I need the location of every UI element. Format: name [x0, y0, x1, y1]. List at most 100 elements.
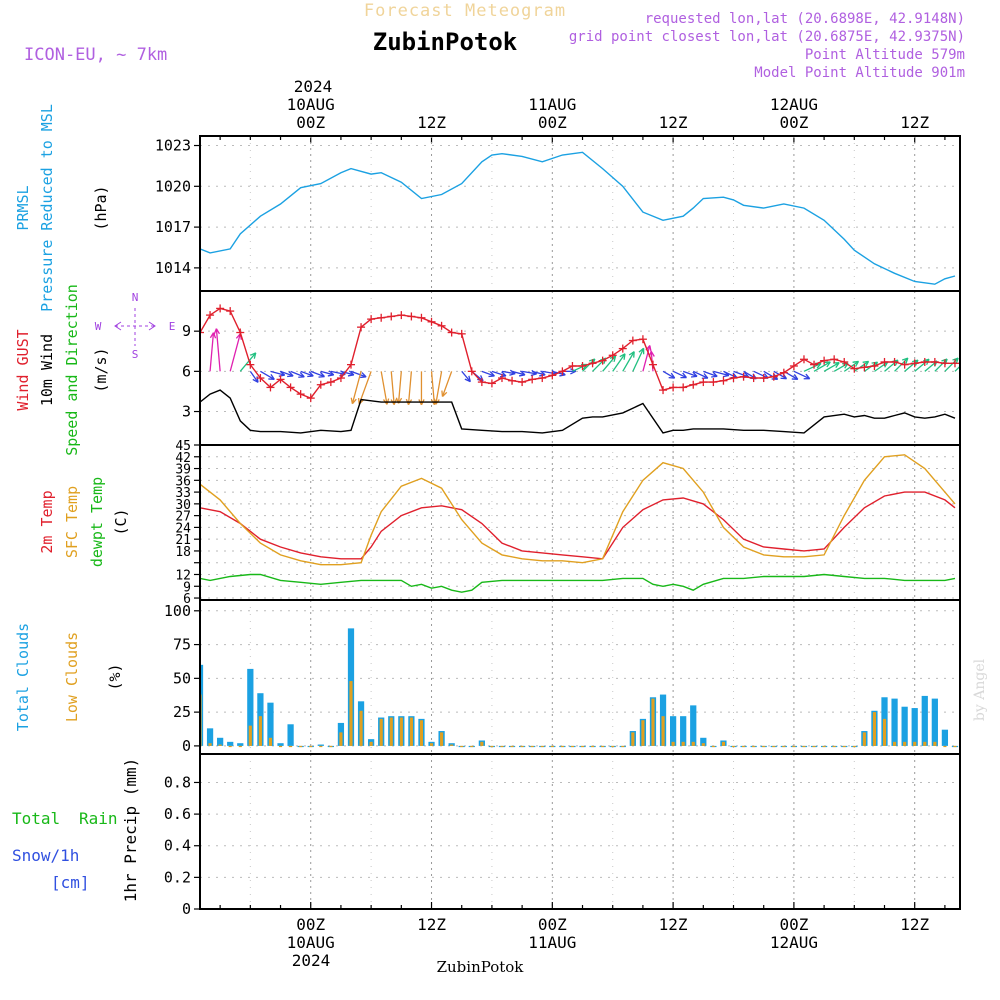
gust-marker: [417, 313, 426, 322]
low-bar: [832, 745, 836, 748]
gust-marker: [407, 312, 416, 321]
wind-barb: [481, 370, 495, 378]
low-bar: [893, 741, 897, 746]
temperature-label: 2m Temp: [38, 490, 56, 553]
low-bar: [258, 716, 262, 746]
precip-y-tick-label: 0: [182, 900, 191, 918]
gust-marker: [467, 367, 476, 376]
temperature-y-tick-label: 42: [175, 451, 191, 466]
wind-barb: [433, 371, 443, 405]
temperature-y-tick-label: 21: [175, 533, 191, 548]
gust-marker: [799, 355, 808, 364]
compass-s: S: [132, 348, 139, 361]
gust-marker: [920, 357, 929, 366]
gust-marker: [709, 378, 718, 387]
low-bar: [611, 745, 615, 748]
bottom-hour-label: 12Z: [659, 915, 688, 934]
gust-marker: [477, 378, 486, 387]
total-bar: [247, 668, 254, 746]
temperature-y-tick-label: 36: [175, 474, 191, 489]
low-bar: [289, 745, 293, 748]
series-wind10m: [200, 389, 956, 434]
temperature-y-tick-label: 9: [183, 580, 191, 595]
bottom-date-label: 12AUG: [770, 933, 818, 952]
low-bar: [238, 745, 242, 748]
temperature-y-tick-label: 18: [175, 545, 191, 560]
wind-barb: [813, 361, 831, 372]
low-bar: [339, 732, 343, 746]
low-bar: [319, 745, 323, 748]
bottom-date-label: 10AUG: [287, 933, 335, 952]
wind-y-tick-label: 9: [182, 322, 191, 340]
low-bar: [560, 745, 564, 748]
low-bar: [299, 745, 303, 748]
gust-marker: [528, 375, 537, 384]
gust-marker: [739, 372, 748, 381]
total-bar: [267, 702, 274, 746]
gust-marker: [276, 375, 285, 384]
gust-marker: [820, 356, 829, 365]
temperature-y-tick-label: 27: [175, 510, 191, 525]
low-bar: [218, 744, 222, 746]
temperature-y-tick-label: 12: [175, 568, 191, 583]
low-bar: [419, 720, 424, 746]
point-altitude: Point Altitude 579m: [805, 47, 965, 63]
gust-marker: [870, 361, 879, 370]
series-t2m: [200, 491, 956, 560]
wind-barb: [612, 353, 626, 372]
gust-marker: [769, 372, 778, 381]
precip-axis-label: 1hr Precip (mm): [121, 758, 140, 903]
wind10m-line: [200, 389, 956, 434]
gust-marker: [346, 360, 355, 369]
total-bar: [911, 708, 918, 746]
wind-barb: [793, 370, 811, 380]
dewpt-line: [200, 573, 956, 593]
total-bar: [200, 664, 204, 746]
clouds-label: (%): [106, 663, 124, 690]
gust-marker: [558, 367, 567, 376]
pressure-y-tick-label: 1014: [155, 259, 191, 277]
top-hour-label: 00Z: [538, 113, 567, 132]
gust-marker: [538, 374, 547, 383]
gust-marker: [316, 380, 325, 389]
gust-marker: [930, 357, 939, 366]
gust-marker: [608, 351, 617, 360]
low-bar: [278, 745, 283, 748]
pressure-line: [200, 151, 956, 285]
compass-n: N: [132, 291, 139, 304]
low-bar: [661, 716, 665, 746]
gust-line: [200, 307, 955, 399]
total-bar: [277, 743, 284, 746]
gust-marker: [206, 311, 215, 320]
panel-wind: 3 6 9 Wind GUST 10m Wind Speed and Direction (…: [14, 284, 961, 456]
wind-barb: [300, 370, 314, 378]
gust-marker: [377, 313, 386, 322]
series-gust: [200, 304, 959, 403]
pressure-plot: [200, 151, 956, 285]
total-bar: [680, 716, 687, 746]
gust-marker: [679, 383, 688, 392]
low-bar: [943, 745, 947, 748]
low-bar: [701, 743, 705, 746]
wind-y-tick-label: 3: [182, 403, 191, 421]
gust-marker: [387, 312, 396, 321]
precip-frame: [199, 753, 961, 910]
wind-labels: Wind GUST 10m Wind Speed and Direction (m/s…: [14, 284, 110, 456]
top-hour-label: 12Z: [417, 113, 446, 132]
low-bar: [651, 698, 655, 746]
total-bar: [237, 743, 244, 746]
total-bar: [206, 728, 214, 746]
low-bar: [329, 745, 333, 748]
gust-marker: [940, 359, 949, 368]
low-bar: [671, 741, 675, 746]
wind-barb: [418, 371, 425, 406]
supertitle: Forecast Meteogram: [364, 1, 566, 21]
low-bar: [389, 717, 393, 746]
gust-marker: [246, 360, 255, 369]
gust-marker: [900, 360, 909, 369]
wind-barb: [310, 370, 325, 378]
pressure-y-ticks: 1014 1017 1020 1023: [155, 137, 200, 277]
low-bar: [802, 745, 806, 748]
gust-marker: [648, 360, 657, 369]
